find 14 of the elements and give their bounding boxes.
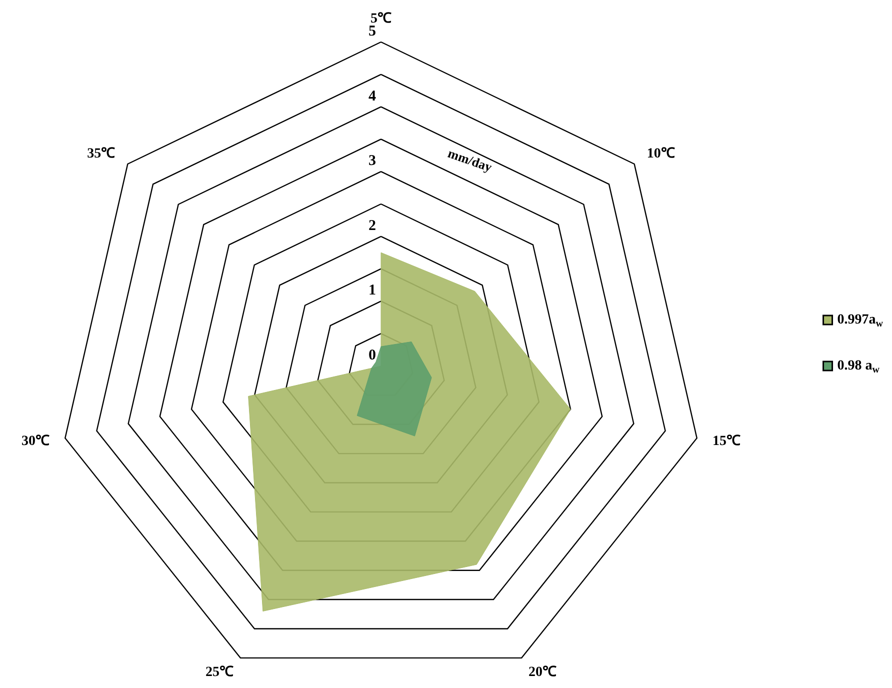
spoke-label: 10℃	[646, 146, 675, 162]
text: mm/day	[446, 145, 494, 175]
y-tick-label: 4	[368, 88, 376, 104]
spoke-label: 5℃	[370, 12, 392, 26]
spoke-label: 30℃	[22, 434, 50, 450]
y-tick-label: 5	[368, 24, 376, 40]
y-tick-label: 3	[368, 153, 376, 170]
spoke-label: 20℃	[528, 664, 557, 680]
spoke-label: 35℃	[87, 146, 116, 162]
y-tick-label: 1	[368, 282, 376, 299]
spoke-label: 15℃	[712, 434, 740, 450]
y-tick-label: 0	[368, 348, 376, 364]
spoke-label: 25℃	[205, 664, 234, 680]
y-tick-label: 2	[368, 218, 376, 234]
